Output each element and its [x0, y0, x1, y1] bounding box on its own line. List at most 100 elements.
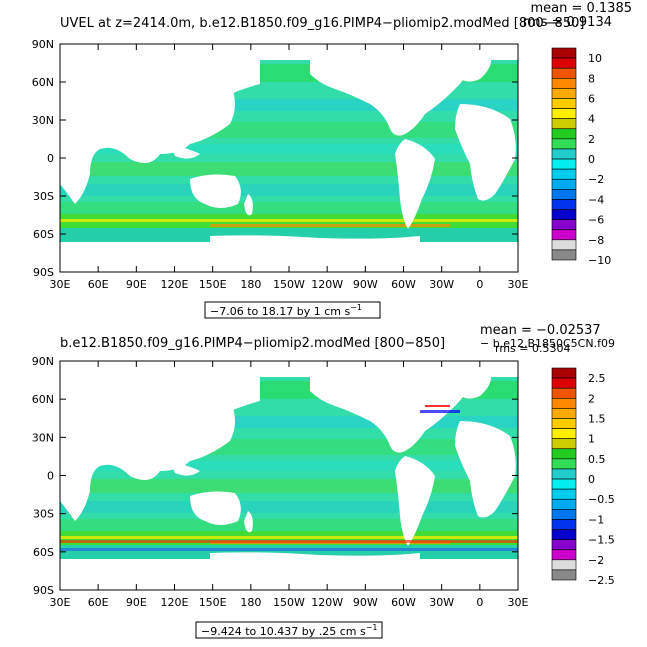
lon-label: 60E — [88, 278, 109, 291]
colorbar-swatch — [551, 138, 577, 150]
colorbar-swatch — [551, 189, 577, 200]
panel-1-ticks — [59, 43, 519, 273]
panel-1-title: UVEL at z=2414.0m, b.e12.B1850.f09_g16.P… — [60, 16, 584, 31]
lat-label: 30S — [33, 190, 54, 203]
colorbar-label: 2 — [588, 133, 595, 146]
lon-label: 180 — [240, 278, 261, 291]
lon-label: 120E — [161, 278, 189, 291]
lat-label: 0 — [47, 152, 54, 165]
colorbar-label: 0 — [588, 153, 595, 166]
lon-label: 120W — [311, 278, 343, 291]
colorbar-swatch — [551, 67, 577, 79]
colorbar-swatch — [551, 47, 577, 59]
colorbar-swatch — [551, 98, 577, 109]
lat-label: 90S — [33, 584, 54, 597]
lat-label: 60N — [32, 76, 54, 89]
panel-2-map — [60, 361, 518, 589]
colorbar-label: 2 — [588, 392, 595, 405]
lat-label: 30N — [32, 431, 54, 444]
colorbar-label: −6 — [588, 214, 604, 227]
lon-label: 90E — [126, 278, 147, 291]
colorbar-swatch — [551, 438, 577, 450]
colorbar-swatch — [551, 88, 577, 99]
colorbar-label: −2 — [588, 173, 604, 186]
colorbar-label: 1 — [588, 433, 595, 446]
lon-label: 30E — [508, 278, 529, 291]
colorbar-swatch — [551, 428, 577, 439]
lat-label: 90N — [32, 355, 54, 368]
panel-2-range-box — [195, 621, 383, 639]
lat-label: 30S — [33, 508, 54, 521]
panel-2-title: b.e12.B1850.f09_g16.PIMP4−pliomip2.modMe… — [60, 336, 445, 351]
lon-label: 30E — [50, 596, 71, 609]
colorbar-label: −1.5 — [588, 534, 615, 547]
lat-label: 90S — [33, 266, 54, 279]
lon-label: 150E — [199, 278, 227, 291]
panel-2: b.e12.B1850.f09_g16.PIMP4−pliomip2.modMe… — [32, 323, 615, 639]
lon-label: 90W — [353, 278, 378, 291]
colorbar-swatch — [551, 108, 577, 119]
colorbar-swatch — [551, 549, 577, 561]
colorbar-label: −1 — [588, 513, 604, 526]
lon-label: 30W — [429, 596, 454, 609]
lon-label: 60E — [88, 596, 109, 609]
colorbar-swatch — [551, 509, 577, 520]
lon-label: 90E — [126, 596, 147, 609]
lon-label: 60W — [391, 278, 416, 291]
panel-2-colorbar: 2.5 2 1.5 1 0.5 0 −0.5 −1 −1.5 −2 −2.5 — [551, 367, 615, 587]
colorbar-swatch — [551, 168, 577, 180]
lat-label: 0 — [47, 470, 54, 483]
panel-1-lat-labels: 90N 60N 30N 0 30S 60S 90S — [32, 38, 54, 279]
panel-2-mean: mean = −0.02537 — [480, 323, 601, 338]
colorbar-swatch — [551, 148, 577, 160]
colorbar-swatch — [551, 559, 577, 571]
panel-1-colorbar: 10 8 6 4 2 0 −2 −4 −6 −8 −10 — [551, 47, 611, 267]
lon-label: 0 — [476, 596, 483, 609]
colorbar-label: 1.5 — [588, 412, 606, 425]
colorbar-swatch — [551, 539, 577, 551]
colorbar-swatch — [551, 118, 577, 130]
colorbar-swatch — [551, 529, 577, 540]
colorbar-swatch — [551, 448, 577, 460]
colorbar-swatch — [551, 478, 577, 490]
lon-label: 150W — [273, 278, 305, 291]
colorbar-label: 6 — [588, 92, 595, 105]
colorbar-label: 4 — [588, 113, 595, 126]
colorbar-swatch — [551, 408, 577, 419]
panel-1-lon-labels: 30E 60E 90E 120E 150E 180 150W 120W 90W 60W 30W 0 30… — [50, 278, 529, 291]
lat-label: 60S — [33, 228, 54, 241]
panel-2-lon-labels: 30E 60E 90E 120E 150E 180 150W 120W 90W 60W 30W 0 30… — [50, 596, 529, 609]
colorbar-swatch — [551, 367, 577, 379]
colorbar-swatch — [551, 158, 577, 170]
lon-label: 30W — [429, 278, 454, 291]
colorbar-swatch — [551, 488, 577, 500]
colorbar-swatch — [551, 178, 577, 190]
panel-1: UVEL at z=2414.0m, b.e12.B1850.f09_g16.P… — [32, 1, 632, 319]
colorbar-swatch — [551, 57, 577, 69]
colorbar-swatch — [551, 387, 577, 399]
colorbar-swatch — [551, 209, 577, 220]
colorbar-label: −2.5 — [588, 574, 615, 587]
lat-label: 60N — [32, 393, 54, 406]
panel-2-range-label: −9.424 to 10.437 by .25 cm s−1 — [201, 623, 378, 638]
colorbar-swatch — [551, 377, 577, 389]
lon-label: 180 — [240, 596, 261, 609]
lon-label: 120E — [161, 596, 189, 609]
colorbar-swatch — [551, 229, 577, 241]
colorbar-swatch — [551, 418, 577, 429]
panel-2-lat-labels: 90N 60N 30N 0 30S 60S 90S — [32, 355, 54, 597]
colorbar-swatch — [551, 249, 577, 261]
colorbar-swatch — [551, 77, 577, 89]
colorbar-label: −4 — [588, 193, 604, 206]
colorbar-label: −8 — [588, 234, 604, 247]
colorbar-label: 0 — [588, 473, 595, 486]
lon-label: 60W — [391, 596, 416, 609]
colorbar-swatch — [551, 458, 577, 470]
colorbar-swatch — [551, 569, 577, 581]
colorbar-swatch — [551, 128, 577, 140]
colorbar-swatch — [551, 468, 577, 480]
colorbar-swatch — [551, 397, 577, 409]
colorbar-label: 0.5 — [588, 453, 606, 466]
panel-2-ticks — [59, 360, 519, 591]
